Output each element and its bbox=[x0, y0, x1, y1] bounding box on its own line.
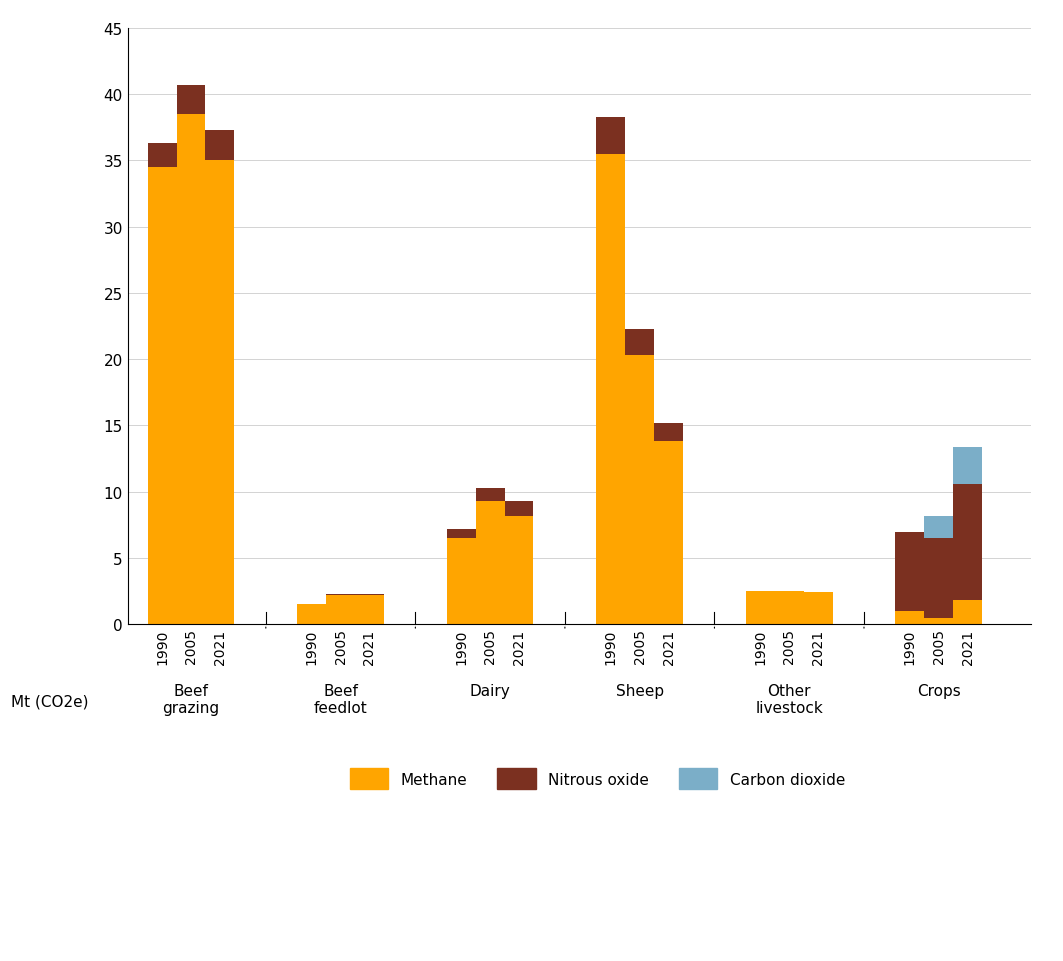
Bar bbox=[205, 131, 234, 161]
Bar bbox=[596, 155, 625, 625]
Bar bbox=[775, 592, 804, 625]
Bar bbox=[176, 86, 205, 115]
Bar bbox=[476, 502, 505, 625]
Bar bbox=[654, 424, 682, 442]
Bar bbox=[355, 594, 384, 596]
Bar bbox=[326, 596, 355, 625]
Bar bbox=[148, 168, 176, 625]
Bar bbox=[925, 538, 954, 618]
Bar bbox=[925, 516, 954, 538]
Bar bbox=[505, 516, 534, 625]
Bar bbox=[895, 611, 925, 625]
Bar bbox=[298, 604, 326, 625]
Bar bbox=[205, 161, 234, 625]
Text: Mt (CO2e): Mt (CO2e) bbox=[11, 694, 88, 709]
Bar bbox=[954, 601, 982, 625]
Bar bbox=[446, 530, 476, 538]
Bar bbox=[476, 488, 505, 502]
Bar bbox=[355, 596, 384, 625]
Bar bbox=[954, 447, 982, 484]
Bar bbox=[954, 484, 982, 601]
Legend: Methane, Nitrous oxide, Carbon dioxide: Methane, Nitrous oxide, Carbon dioxide bbox=[343, 762, 851, 796]
Bar bbox=[596, 117, 625, 155]
Bar bbox=[925, 618, 954, 625]
Bar bbox=[176, 115, 205, 625]
Bar bbox=[654, 442, 682, 625]
Bar bbox=[148, 144, 176, 168]
Bar bbox=[895, 532, 925, 611]
Bar bbox=[505, 502, 534, 516]
Bar bbox=[326, 594, 355, 596]
Bar bbox=[625, 356, 654, 625]
Bar bbox=[746, 592, 775, 625]
Bar bbox=[625, 330, 654, 356]
Bar bbox=[446, 538, 476, 625]
Bar bbox=[804, 593, 832, 625]
